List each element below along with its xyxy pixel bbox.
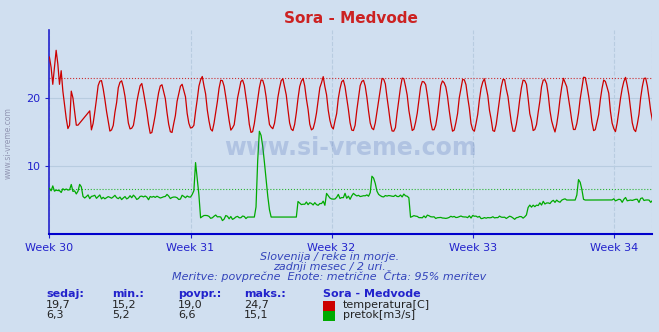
Text: Sora - Medvode: Sora - Medvode (323, 289, 420, 299)
Text: 15,2: 15,2 (112, 300, 136, 310)
Text: 19,0: 19,0 (178, 300, 202, 310)
Text: min.:: min.: (112, 289, 144, 299)
Text: zadnji mesec / 2 uri.: zadnji mesec / 2 uri. (273, 262, 386, 272)
Text: 5,2: 5,2 (112, 310, 130, 320)
Text: Meritve: povprečne  Enote: metrične  Črta: 95% meritev: Meritve: povprečne Enote: metrične Črta:… (173, 270, 486, 282)
Text: maks.:: maks.: (244, 289, 285, 299)
Text: 24,7: 24,7 (244, 300, 269, 310)
Text: 6,6: 6,6 (178, 310, 196, 320)
Text: povpr.:: povpr.: (178, 289, 221, 299)
Text: www.si-vreme.com: www.si-vreme.com (3, 107, 13, 179)
Text: 15,1: 15,1 (244, 310, 268, 320)
Text: 19,7: 19,7 (46, 300, 71, 310)
Title: Sora - Medvode: Sora - Medvode (284, 11, 418, 26)
Text: Slovenija / reke in morje.: Slovenija / reke in morje. (260, 252, 399, 262)
Text: sedaj:: sedaj: (46, 289, 84, 299)
Text: temperatura[C]: temperatura[C] (343, 300, 430, 310)
Text: 6,3: 6,3 (46, 310, 64, 320)
Text: pretok[m3/s]: pretok[m3/s] (343, 310, 415, 320)
Text: www.si-vreme.com: www.si-vreme.com (225, 136, 477, 160)
